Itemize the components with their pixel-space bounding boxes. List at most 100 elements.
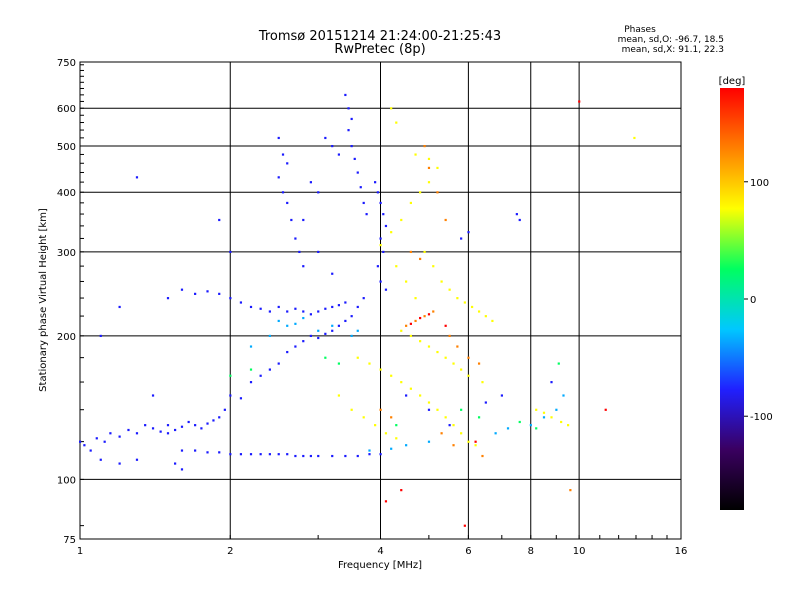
y-tick-label: 300 [57, 248, 76, 259]
data-point [324, 332, 327, 335]
data-point [194, 292, 197, 295]
data-point [409, 334, 412, 338]
data-point [302, 454, 305, 458]
data-point [633, 136, 636, 140]
data-point [477, 310, 481, 313]
stats-heading: Phases [624, 25, 656, 35]
data-point [99, 334, 102, 338]
y-tick-labels: 75 100 200 300 400 500 600 750 [57, 58, 76, 546]
data-point [395, 265, 398, 268]
data-point [555, 408, 558, 411]
data-point [286, 453, 289, 456]
x-axis-label: Frequency [MHz] [338, 560, 422, 571]
data-points [79, 93, 636, 527]
data-point [448, 424, 451, 427]
y-axis-label: Stationary phase Virtual Height [km] [38, 208, 49, 392]
data-point [286, 324, 289, 327]
data-point [374, 181, 377, 184]
data-point [379, 244, 382, 247]
data-point [337, 324, 341, 327]
data-point [414, 297, 417, 300]
data-point [405, 444, 408, 447]
data-point [518, 420, 521, 424]
data-point [331, 305, 334, 309]
data-point [166, 432, 170, 435]
data-point [444, 356, 447, 359]
data-point [427, 408, 431, 411]
data-point [180, 288, 184, 291]
data-point [218, 292, 221, 295]
data-point [281, 153, 285, 156]
data-point [467, 440, 470, 443]
chart-subtitle: RwPretec (8p) [334, 42, 425, 57]
data-point [331, 329, 334, 332]
data-point [173, 428, 177, 432]
data-point [277, 319, 280, 323]
data-point [414, 319, 417, 323]
colorbar-tick-label: -100 [750, 412, 773, 423]
data-point [376, 191, 379, 194]
data-point [423, 315, 426, 318]
data-point [506, 427, 510, 430]
data-point [477, 416, 481, 419]
data-point [419, 257, 422, 261]
data-point [290, 218, 293, 222]
y-tick-label: 400 [57, 188, 76, 199]
data-point [249, 368, 253, 371]
data-point [350, 144, 353, 148]
y-tick-label: 600 [57, 104, 76, 115]
data-point [344, 93, 347, 97]
grid-lines [79, 62, 682, 539]
data-point [344, 319, 347, 323]
data-point [317, 454, 320, 458]
data-point [500, 394, 504, 397]
data-point [337, 362, 341, 365]
data-point [384, 288, 388, 291]
data-point [99, 458, 102, 461]
data-point [294, 307, 297, 310]
data-point [477, 362, 481, 365]
y-tick-label: 100 [57, 475, 76, 486]
data-point [229, 250, 232, 254]
data-point [337, 304, 341, 307]
data-point [302, 310, 305, 313]
data-point [368, 449, 371, 452]
data-point [350, 117, 353, 121]
data-point [353, 157, 356, 161]
data-point [604, 408, 607, 411]
data-point [302, 340, 305, 343]
data-point [302, 265, 305, 268]
data-point [379, 368, 382, 371]
data-point [294, 345, 297, 348]
data-point [460, 408, 463, 411]
data-point [194, 424, 197, 427]
data-point [414, 153, 417, 156]
data-point [384, 500, 388, 503]
data-point [277, 362, 280, 365]
data-point [286, 350, 289, 354]
data-point [365, 213, 368, 216]
data-point [331, 144, 334, 148]
data-point [127, 428, 130, 432]
y-tick-label: 75 [63, 535, 76, 546]
data-point [460, 368, 463, 371]
data-point [309, 313, 312, 316]
data-point [463, 524, 466, 527]
data-point [229, 453, 232, 456]
data-point [436, 191, 439, 194]
data-point [390, 107, 393, 110]
data-point [200, 427, 203, 430]
x-tick-label: 1 [77, 546, 83, 557]
data-point [456, 345, 459, 348]
data-point [374, 424, 377, 427]
data-point [259, 307, 262, 310]
data-point [144, 424, 147, 427]
data-point [83, 444, 86, 447]
data-point [550, 416, 553, 419]
data-point [362, 416, 365, 419]
data-point [229, 374, 232, 377]
data-point [494, 432, 497, 435]
data-point [409, 250, 412, 254]
data-point [356, 356, 359, 359]
